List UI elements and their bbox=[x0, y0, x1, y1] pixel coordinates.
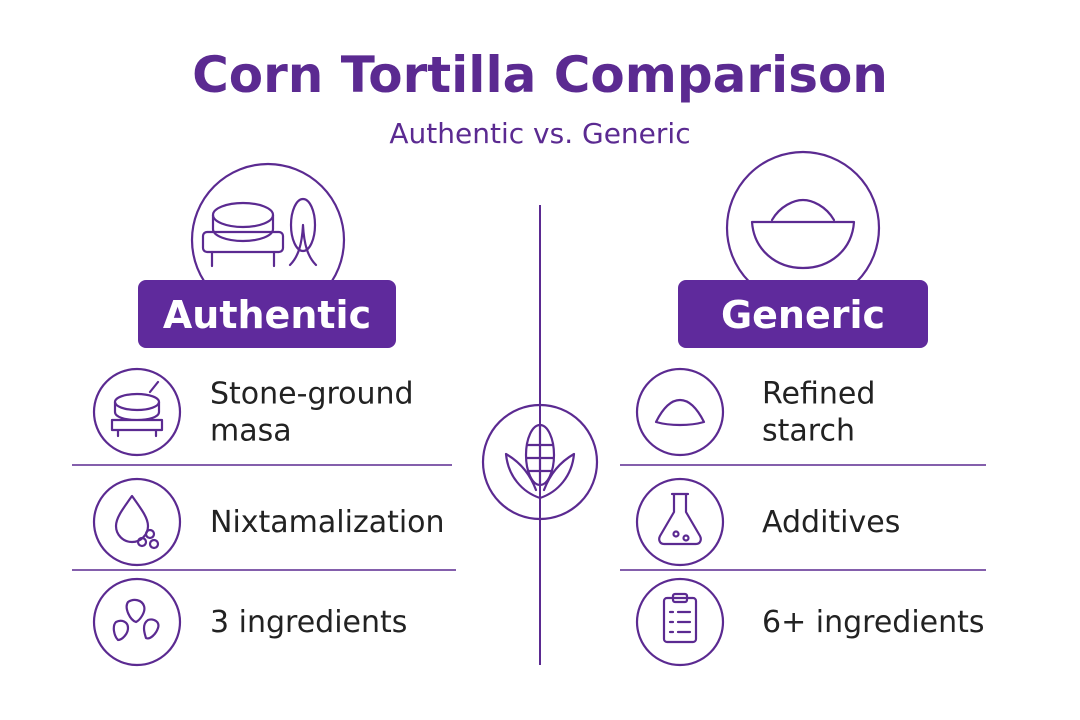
checklist-icon bbox=[635, 577, 725, 667]
flask-icon bbox=[635, 477, 725, 567]
authentic-label-box bbox=[138, 280, 396, 348]
item-text: starch bbox=[762, 414, 855, 449]
kernels-icon bbox=[92, 577, 182, 667]
center-corn-icon bbox=[481, 403, 599, 521]
authentic-icon bbox=[190, 162, 346, 318]
item-text: Nixtamalization bbox=[210, 505, 445, 540]
subtitle: Authentic vs. Generic bbox=[389, 117, 690, 150]
item-text: 3 ingredients bbox=[210, 605, 407, 640]
item-text: Additives bbox=[762, 505, 900, 540]
generic-label-box bbox=[678, 280, 928, 348]
item-text: masa bbox=[210, 414, 292, 449]
item-text: Refined bbox=[762, 377, 875, 412]
drop-icon bbox=[92, 477, 182, 567]
item-text: Stone-ground bbox=[210, 377, 414, 412]
column-label: Authentic bbox=[163, 293, 371, 337]
column-label: Generic bbox=[721, 293, 885, 337]
stone-grinder-icon bbox=[92, 367, 182, 457]
title: Corn Tortilla Comparison bbox=[192, 46, 888, 104]
powder-icon bbox=[635, 367, 725, 457]
item-text: 6+ ingredients bbox=[762, 605, 985, 640]
